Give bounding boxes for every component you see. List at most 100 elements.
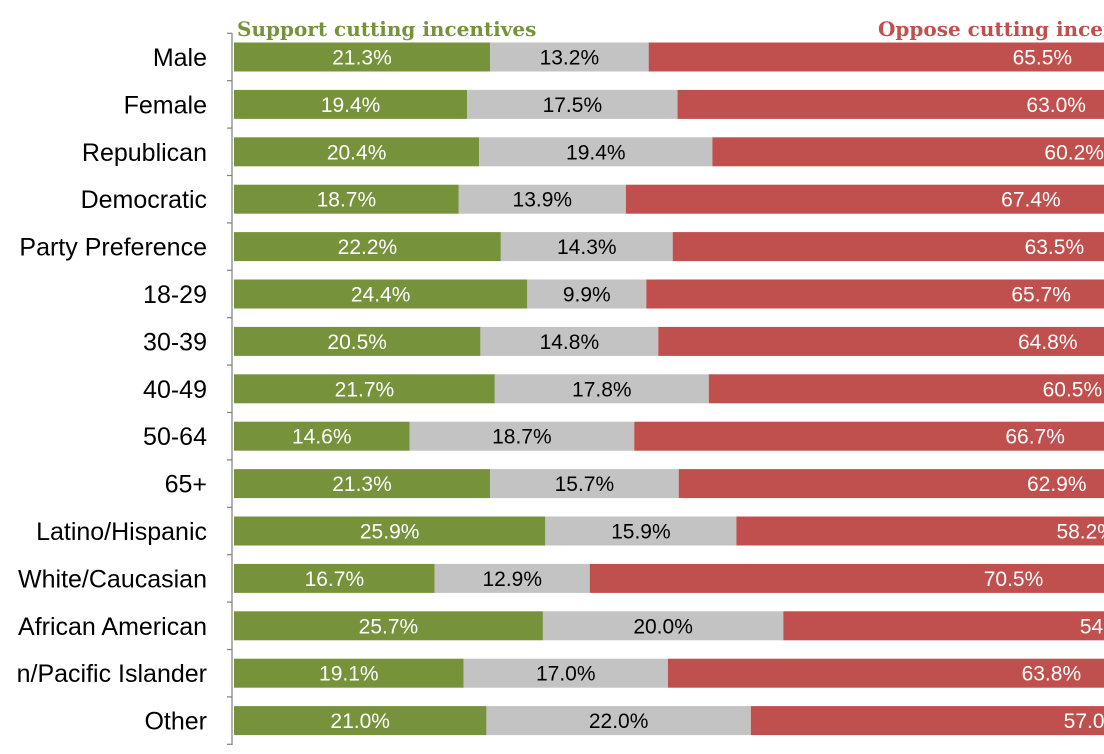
data-label: 13.9% [513,189,573,212]
category-label: 30-39 [143,328,207,356]
data-label: 22.0% [589,710,649,733]
data-label: 60.2% [1044,141,1104,164]
data-label: 63.8% [1022,663,1082,686]
data-label: 16.7% [305,568,365,591]
bar-segment [667,658,1104,688]
data-label: 58.2% [1056,521,1104,544]
bar-row: White/Caucasian 16.7% 12.9% 70.5% [18,563,1104,593]
bar-segment [545,516,737,546]
bar-segment [234,137,480,167]
bar-row: 50-64 14.6% 18.7% 66.7% [143,421,1104,451]
data-label: 57.0% [1064,710,1104,733]
data-label: 14.8% [540,331,600,354]
bar-segment [736,516,1104,546]
bar-segment [648,42,1104,72]
category-label: White/Caucasian [18,565,207,593]
data-label: 22.2% [338,236,398,259]
data-label: 63.0% [1026,94,1086,117]
data-label: 64.8% [1018,331,1078,354]
bar-row: 65+ 21.3% 15.7% 62.9% [165,469,1104,499]
data-label: 15.7% [555,473,615,496]
data-label: 65.5% [1013,47,1073,70]
bar-segment [479,137,713,167]
data-label: 21.0% [330,710,390,733]
bar-segment [234,232,501,262]
data-label: 54.3% [1080,615,1104,638]
category-label: Other [144,708,207,736]
bar-segment [672,232,1104,262]
data-label: 60.5% [1043,378,1103,401]
bar-segment [490,469,679,499]
bar-segment [708,374,1104,404]
data-label: 63.5% [1025,236,1085,259]
bar-segment [234,42,491,72]
category-label: n/Pacific Islander [17,660,207,688]
bar-row: Male 21.3% 13.2% 65.5% [153,42,1104,72]
bar-segment [500,232,673,262]
bar-segment [677,89,1104,119]
bar-segment [234,279,528,309]
bar-row: Female 19.4% 17.5% 63.0% [124,89,1104,119]
data-label: 19.1% [319,663,379,686]
data-label: 14.3% [557,236,617,259]
category-label: Party Preference [19,234,207,262]
data-label: 25.9% [360,521,420,544]
bar-segment [634,421,1104,451]
bar-segment [234,184,459,214]
bar-row: African American 25.7% 20.0% 54.3% [18,611,1104,641]
bar-row: Party Preference 22.2% 14.3% 63.5% [19,232,1104,262]
data-label: 66.7% [1005,426,1065,449]
bar-segment [480,326,659,356]
data-label: 13.2% [540,47,600,70]
bar-segment [234,563,435,593]
legend-item-oppose: Oppose cutting incer [878,17,1104,41]
bar-segment [750,706,1104,736]
data-label: 19.4% [566,141,626,164]
bar-segment [234,658,464,688]
bar-segment [486,706,751,736]
data-label: 14.6% [292,426,352,449]
bar-segment [234,89,468,119]
data-label: 67.4% [1001,189,1061,212]
data-label: 9.9% [563,284,611,307]
category-label: Male [153,44,207,72]
data-label: 12.9% [482,568,542,591]
bar-segment [589,563,1104,593]
bar-segment [494,374,709,404]
bar-segment [234,469,491,499]
data-label: 25.7% [359,615,419,638]
category-axis [227,32,233,745]
data-label: 62.9% [1027,473,1087,496]
data-label: 70.5% [984,568,1044,591]
data-label: 24.4% [351,284,411,307]
data-label: 21.3% [332,473,392,496]
bar-segment [542,611,784,641]
category-label: Female [124,91,207,119]
category-label: Republican [82,139,207,167]
bar-row: Other 21.0% 22.0% 57.0% [144,706,1104,736]
bar-segment [658,326,1104,356]
category-label: 50-64 [143,423,207,451]
bar-row: Democratic 18.7% 13.9% 67.4% [81,184,1104,214]
bar-segment [712,137,1104,167]
bar-row: 18-29 24.4% 9.9% 65.7% [143,279,1104,309]
bar-row: Latino/Hispanic 25.9% 15.9% 58.2% [36,516,1104,546]
category-label: Democratic [81,186,207,214]
bar-segment [527,279,647,309]
bar-segment [678,469,1104,499]
data-label: 20.4% [327,141,387,164]
bar-segment [458,184,626,214]
category-label: African American [18,613,207,641]
bar-rows: Male 21.3% 13.2% 65.5% Female 19.4% 17.5% 63.0%… [17,42,1104,736]
bar-row: 30-39 20.5% 14.8% 64.8% [143,326,1104,356]
data-label: 21.3% [332,47,392,70]
legend: Support cutting incentives Oppose cutting… [237,17,1104,41]
data-label: 20.5% [327,331,387,354]
bar-row: Republican 20.4% 19.4% 60.2% [82,137,1104,167]
bar-segment [234,374,495,404]
bar-segment [646,279,1104,309]
bar-segment [234,326,481,356]
bar-segment [234,421,410,451]
